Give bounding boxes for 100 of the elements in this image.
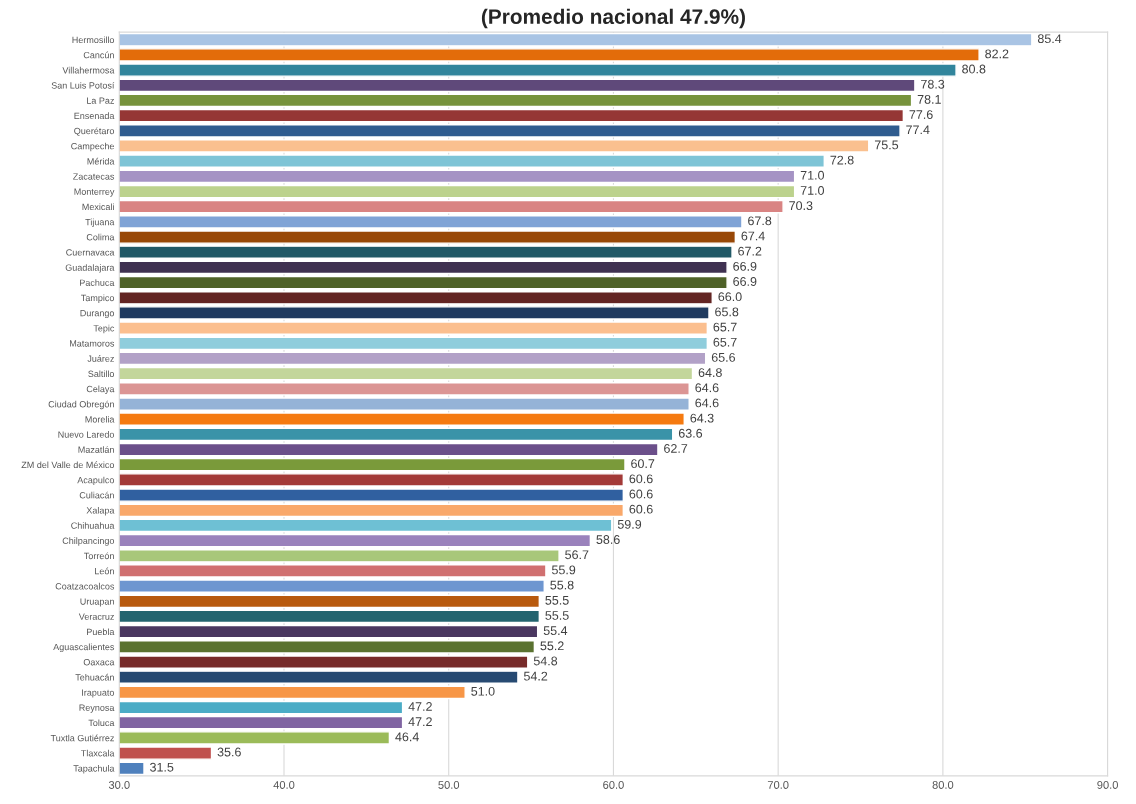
y-tick-label: Matamoros: [70, 340, 115, 347]
y-tick-label: Xalapa: [86, 506, 115, 516]
data-label: 67.4: [741, 231, 765, 241]
x-tick-label: 30.0: [108, 781, 130, 789]
data-label: 59.9: [617, 519, 642, 529]
y-tick-label: Chilpancingo: [62, 537, 115, 546]
data-label: 55.9: [551, 565, 576, 575]
data-label: 77.4: [906, 125, 930, 135]
y-tick-label: Villahermosa: [62, 66, 115, 74]
x-tick-label: 70.0: [767, 781, 789, 789]
data-label: 51.0: [471, 686, 495, 696]
data-label: 85.4: [1037, 34, 1062, 44]
y-tick-label: Guadalajara: [65, 264, 115, 273]
y-tick-label: ZM del Valle de México: [21, 461, 115, 469]
data-label: 78.3: [921, 79, 945, 89]
data-label: 66.9: [733, 261, 757, 271]
x-tick-label: 40.0: [273, 781, 295, 789]
y-tick-label: Juárez: [87, 355, 114, 362]
y-tick-label: Saltillo: [88, 370, 115, 378]
data-label: 60.6: [629, 474, 653, 484]
y-tick-label: Uruapan: [80, 598, 114, 607]
y-tick-label: Oaxaca: [83, 659, 115, 666]
data-label: 80.8: [962, 64, 986, 74]
y-tick-label: Hermosillo: [72, 36, 115, 44]
y-tick-label: Mexicali: [82, 203, 114, 211]
data-label: 65.7: [713, 322, 737, 332]
y-tick-label: Zacatecas: [73, 173, 115, 180]
data-label: 55.4: [543, 626, 568, 636]
y-tick-label: Cuernavaca: [66, 249, 115, 256]
y-tick-label: Nuevo Laredo: [58, 431, 115, 438]
y-tick-label: Tapachula: [73, 765, 115, 774]
x-tick-label: 80.0: [932, 781, 954, 789]
data-label: 67.2: [738, 246, 762, 256]
y-tick-label: Tepic: [93, 324, 115, 334]
data-label: 77.6: [909, 110, 933, 119]
data-label: 64.6: [695, 383, 719, 393]
data-label: 55.5: [545, 611, 569, 620]
y-tick-label: Monterrey: [74, 188, 115, 197]
y-tick-label: Aguascalientes: [53, 643, 115, 652]
y-tick-label: Coatzacoalcos: [55, 582, 115, 590]
data-label: 55.5: [545, 595, 569, 605]
y-tick-label: Pachuca: [80, 279, 115, 286]
data-label: 72.8: [830, 155, 854, 165]
y-tick-label: Tijuana: [85, 218, 115, 228]
data-label: 35.6: [217, 747, 241, 757]
y-tick-label: La Paz: [87, 97, 114, 104]
data-label: 60.6: [629, 489, 653, 499]
data-label: 56.7: [565, 550, 589, 560]
y-tick-label: Chihuahua: [71, 522, 115, 529]
y-tick-label: Durango: [80, 310, 115, 319]
y-tick-label: Campeche: [71, 142, 115, 152]
y-tick-label: Culiacán: [79, 491, 114, 499]
y-tick-label: Veracruz: [78, 613, 114, 620]
y-tick-label: Reynosa: [79, 704, 115, 713]
y-tick-label: Mazatlán: [78, 446, 114, 453]
y-tick-label: Toluca: [88, 719, 115, 727]
data-label: 64.6: [695, 398, 719, 408]
data-label: 75.5: [874, 140, 899, 150]
x-tick-label: 50.0: [438, 781, 460, 789]
y-tick-label: Irapuato: [82, 689, 115, 698]
data-label: 60.7: [631, 459, 655, 469]
y-tick-label: Torreón: [84, 552, 114, 560]
y-tick-label: Tehuacán: [75, 673, 114, 681]
data-label: 71.0: [800, 186, 825, 195]
x-tick-label: 60.0: [603, 781, 624, 789]
data-label: 78.1: [917, 94, 941, 104]
y-tick-label: Celaya: [86, 385, 115, 394]
data-label: 71.0: [800, 170, 825, 180]
data-label: 60.6: [629, 504, 653, 514]
data-label: 82.2: [985, 49, 1009, 59]
data-label: 65.7: [713, 337, 737, 347]
data-label: 67.8: [748, 216, 772, 226]
x-tick-label: 90.0: [1097, 781, 1118, 789]
data-label: 31.5: [150, 762, 174, 772]
data-label: 65.6: [711, 352, 736, 362]
data-label: 46.4: [395, 732, 419, 742]
y-tick-label: San Luis Potosí: [51, 81, 115, 89]
data-label: 66.0: [718, 292, 742, 302]
data-label: 55.8: [550, 580, 574, 590]
data-label: 55.2: [540, 641, 564, 651]
y-tick-label: Colima: [86, 233, 115, 241]
data-label: 54.8: [533, 656, 558, 666]
y-tick-label: Acapulco: [77, 476, 115, 486]
data-label: 58.6: [596, 535, 620, 544]
data-label: 47.2: [408, 717, 432, 726]
data-label: 70.3: [789, 201, 813, 211]
y-tick-label: Puebla: [87, 628, 115, 636]
data-label: 65.8: [715, 307, 739, 317]
y-tick-label: Ensenada: [74, 112, 115, 119]
y-tick-label: León: [95, 567, 114, 575]
y-tick-label: Ciudad Obregón: [48, 400, 114, 410]
y-tick-label: Morelia: [85, 415, 115, 423]
data-label: 66.9: [733, 277, 757, 286]
y-tick-label: Tampico: [81, 294, 115, 303]
data-label: 64.8: [698, 368, 722, 378]
data-label: 62.7: [664, 444, 688, 453]
y-tick-label: Tlaxcala: [81, 749, 115, 757]
y-tick-label: Querétaro: [74, 127, 115, 136]
y-tick-label: Mérida: [87, 157, 115, 165]
y-tick-label: Cancún: [83, 51, 114, 59]
